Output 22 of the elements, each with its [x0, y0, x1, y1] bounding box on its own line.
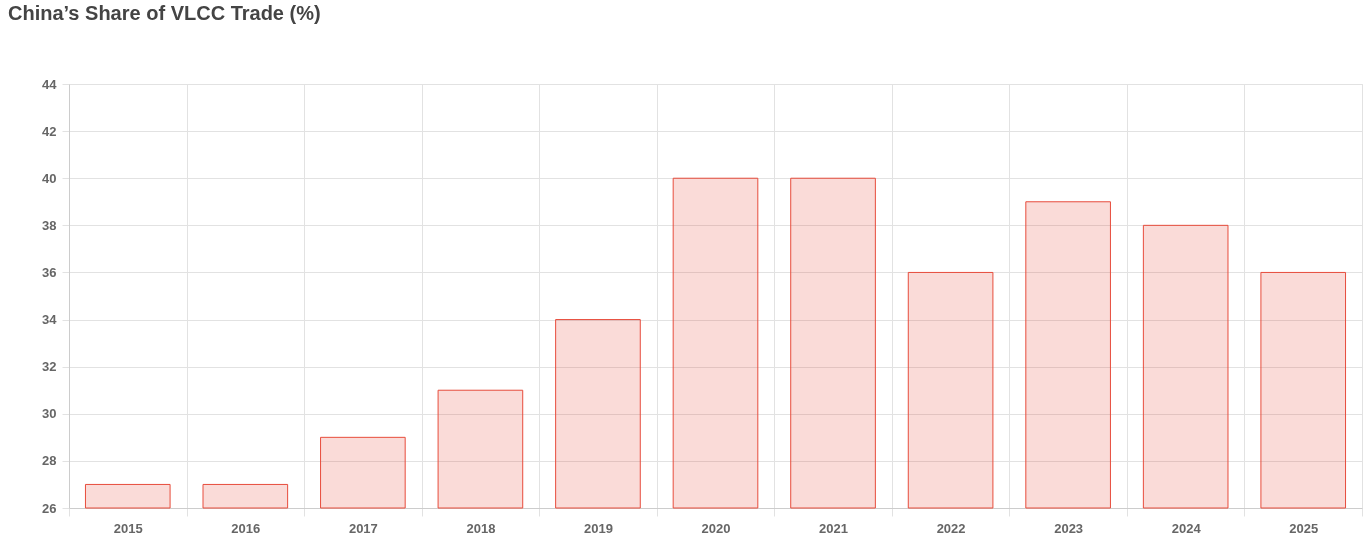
x-tick-label: 2023 — [1054, 520, 1084, 536]
y-tick-label: 32 — [42, 359, 57, 375]
x-tick-label: 2016 — [231, 520, 261, 536]
x-tick-label: 2019 — [583, 520, 613, 536]
y-tick-label: 26 — [42, 500, 57, 516]
y-tick-label: 30 — [42, 406, 57, 422]
x-tick-label: 2021 — [819, 520, 849, 536]
x-tick-label: 2025 — [1289, 520, 1319, 536]
y-tick-label: 34 — [42, 312, 58, 328]
y-tick-label: 36 — [42, 264, 57, 280]
x-tick-label: 2022 — [936, 520, 966, 536]
x-tick-label: 2024 — [1171, 520, 1202, 536]
x-tick-label: 2017 — [348, 520, 378, 536]
y-tick-label: 44 — [42, 76, 58, 92]
y-tick-label: 28 — [42, 453, 57, 469]
y-tick-label: 42 — [42, 123, 57, 139]
chart-title: China’s Share of VLCC Trade (%) — [8, 2, 321, 24]
y-tick-label: 40 — [42, 170, 57, 186]
x-tick-label: 2015 — [113, 520, 143, 536]
x-tick-label: 2018 — [466, 520, 496, 536]
x-tick-label: 2020 — [701, 520, 731, 536]
y-tick-label: 38 — [42, 217, 57, 233]
